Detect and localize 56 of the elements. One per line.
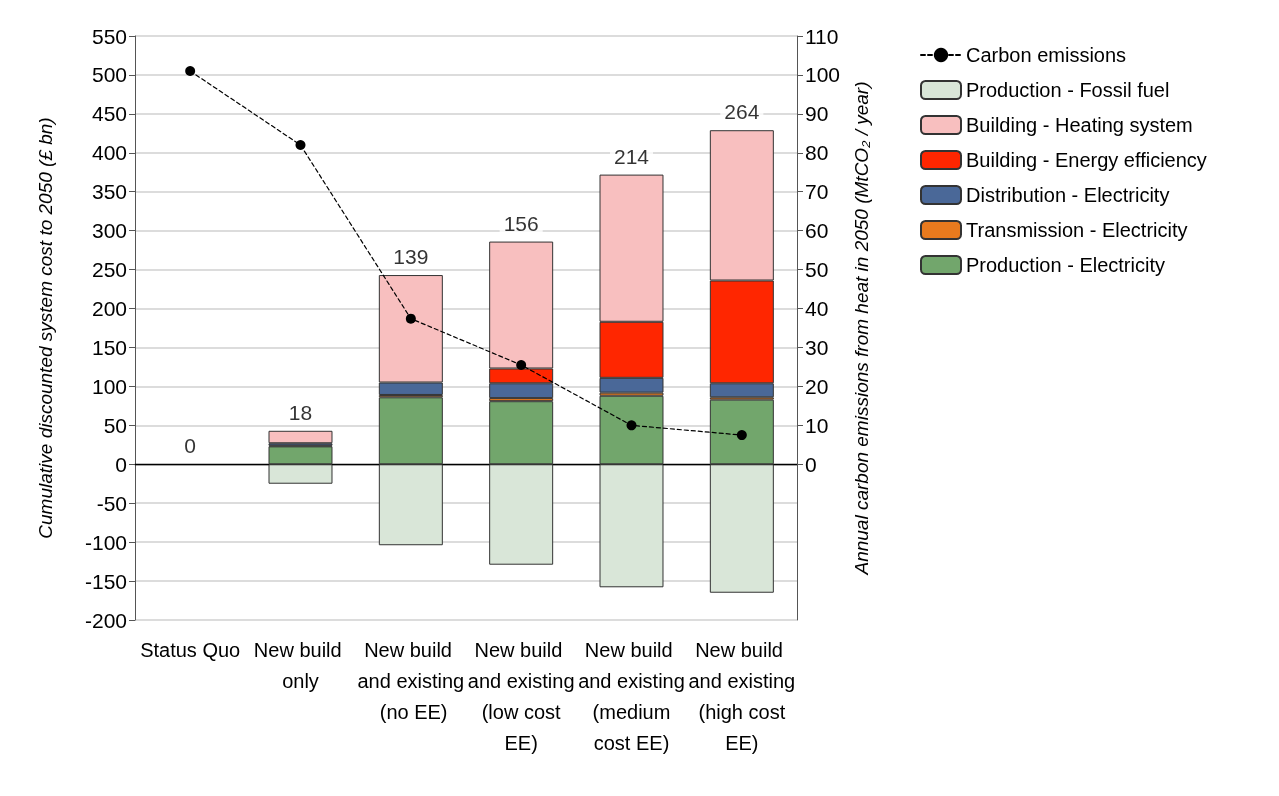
y-axis-title: Cumulative discounted system cost to 2050 (£ bn) [35,117,56,539]
y2-axis-title: Annual carbon emissions from heat in 2050 (MtCO₂ / year) [851,81,872,576]
point [185,66,196,77]
y-tick-label: -50 [96,491,127,515]
y-tick-label: -150 [84,569,127,593]
y2-tick-label: 110 [805,24,839,48]
y2-tick-label: 70 [805,180,829,204]
y-tick-label: 350 [91,180,127,204]
total-label: 214 [613,144,650,168]
y2-tick-label: 100 [805,63,841,87]
y-tick-label: 300 [91,219,127,243]
total-label: 0 [184,434,197,458]
x-tick-label: New build only [253,638,348,692]
y-tick-label: -200 [84,608,127,632]
legend-label: Production - Fossil fuel [966,79,1170,101]
x-tick-label: New build and existing (low cost EE) [467,638,575,754]
y-tick-label: 400 [91,141,127,165]
y2-tick-label: 0 [805,452,817,476]
y2-tick-label: 80 [805,141,829,165]
point [516,359,527,370]
total-label: 139 [393,245,429,269]
legend-label: Carbon emissions [966,44,1127,66]
y-tick-label: 150 [91,335,127,359]
total-label: 156 [503,211,539,235]
y2-tick-label: 30 [805,335,829,359]
x-tick-label: Status Quo [140,638,241,661]
x-tick-label: New build and existing (medium cost EE) [578,638,685,754]
legend-label: Transmission - Electricity [966,219,1188,241]
point [295,140,306,151]
y-tick-label: 50 [103,413,127,437]
legend-label: Building - Energy efficiency [966,149,1207,171]
y2-tick-label: 50 [805,258,829,282]
y-tick-label: 550 [91,24,127,48]
legend-label: Production - Electricity [966,254,1165,276]
point [736,430,747,441]
y-tick-label: 200 [91,297,127,321]
total-label: 18 [288,400,313,424]
y-tick-label: 500 [91,63,127,87]
y-tick-label: -100 [84,530,127,554]
y-tick-label: 250 [91,258,127,282]
point [405,313,416,324]
bar [268,430,333,444]
y-tick-label: 0 [115,452,127,476]
x-tick-label: New build and existing (high cost EE) [688,638,796,754]
y2-tick-label: 60 [805,219,829,243]
legend-label: Distribution - Electricity [966,184,1170,206]
y-tick-label: 100 [91,374,127,398]
y2-tick-label: 90 [805,102,829,126]
point [626,420,637,431]
legend-label: Building - Heating system [966,114,1193,136]
total-label: 264 [724,100,760,124]
y2-tick-label: 20 [805,374,829,398]
y2-tick-label: 40 [805,297,829,321]
y2-tick-label: 10 [805,413,829,437]
y-tick-label: 450 [91,102,127,126]
x-tick-label: New build and existing (no EE) [357,638,465,723]
